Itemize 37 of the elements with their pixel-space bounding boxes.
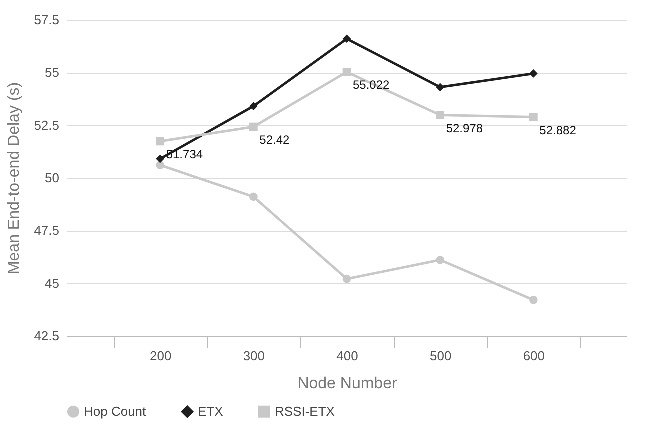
- y-tick-label: 55: [45, 65, 60, 80]
- y-tick-label: 52.5: [34, 118, 60, 133]
- data-label: 55.022: [353, 78, 390, 92]
- y-axis-title: Mean End-to-end Delay (s): [6, 82, 24, 275]
- y-tick-label: 42.5: [34, 328, 60, 344]
- data-label: 51.734: [166, 147, 204, 162]
- point: [342, 68, 352, 76]
- data-label: 52.42: [260, 133, 290, 148]
- point: [436, 111, 445, 120]
- y-tick-label: 57.5: [34, 12, 60, 28]
- x-tick-label: 400: [336, 348, 358, 364]
- data-label: 52.882: [540, 123, 577, 138]
- point: [249, 122, 258, 132]
- y-tick-label: 47.5: [34, 223, 60, 238]
- point: [156, 161, 165, 170]
- x-tick-label: 200: [150, 348, 172, 364]
- point: [436, 83, 445, 92]
- point: [156, 137, 165, 146]
- point: [249, 192, 258, 202]
- y-tick-label: 50: [45, 170, 60, 186]
- x-tick-label: 500: [430, 348, 452, 364]
- point: [436, 256, 445, 264]
- point: [529, 113, 538, 122]
- x-tick-label: 600: [523, 348, 546, 364]
- legend-label: RSSI-ETX: [275, 404, 336, 419]
- point: [342, 274, 352, 284]
- point: [529, 296, 538, 304]
- data-label: 52.978: [446, 121, 484, 136]
- point: [249, 102, 258, 111]
- point: [529, 70, 538, 78]
- legend-label: Hop Count: [84, 404, 147, 419]
- y-tick-label: 45: [45, 276, 60, 291]
- x-tick-label: 300: [243, 348, 266, 364]
- point: [342, 34, 352, 44]
- legend-label: ETX: [198, 404, 224, 419]
- point: [156, 154, 165, 164]
- x-axis-title: Node Number: [298, 376, 398, 392]
